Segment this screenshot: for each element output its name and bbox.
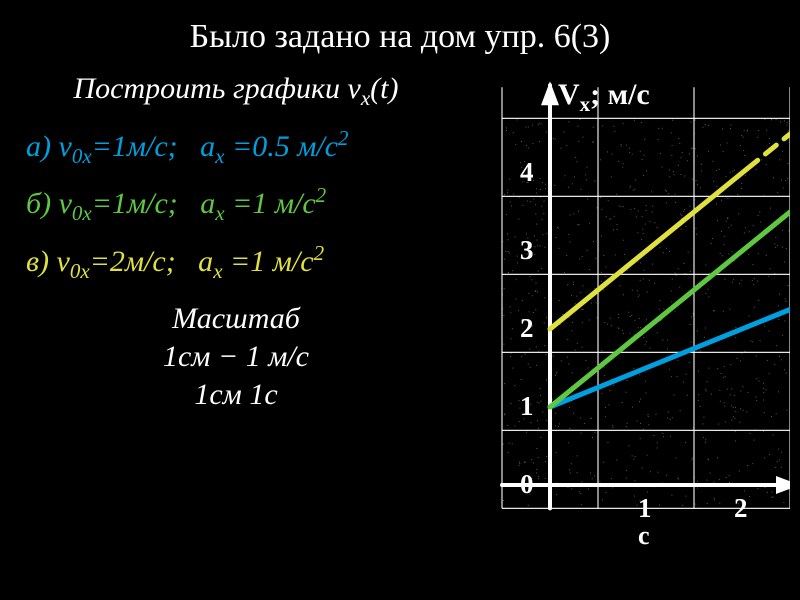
case-c: в) v0x=2м/с; аx =1 м/с2 [26, 241, 446, 284]
y-tick: 0 [520, 469, 534, 500]
x-tick: 2 [734, 493, 748, 524]
x-unit-label: с [638, 521, 650, 551]
scale-heading: Масштаб [26, 302, 446, 336]
page-title: Было задано на дом упр. 6(3) [0, 18, 800, 56]
y-tick: 4 [520, 157, 534, 188]
chart-svg [450, 80, 790, 560]
scale-line-2: 1см 1с [26, 378, 446, 412]
slide: Было задано на дом упр. 6(3) Построить г… [0, 0, 800, 600]
scale-line-1: 1см − 1 м/с [26, 340, 446, 374]
x-tick: 1 [638, 493, 652, 524]
case-b: б) v0x=1м/с; аx =1 м/с2 [26, 183, 446, 226]
y-tick: 2 [520, 313, 534, 344]
y-tick: 1 [520, 391, 534, 422]
chart: Vx; м/с 01234 12 с [450, 80, 790, 580]
left-panel: Построить графики vx(t) а) v0x=1м/с; аx … [26, 72, 446, 412]
case-a: а) v0x=1м/с; аx =0.5 м/с2 [26, 126, 446, 169]
y-tick: 3 [520, 235, 534, 266]
subtitle: Построить графики vx(t) [26, 72, 446, 110]
